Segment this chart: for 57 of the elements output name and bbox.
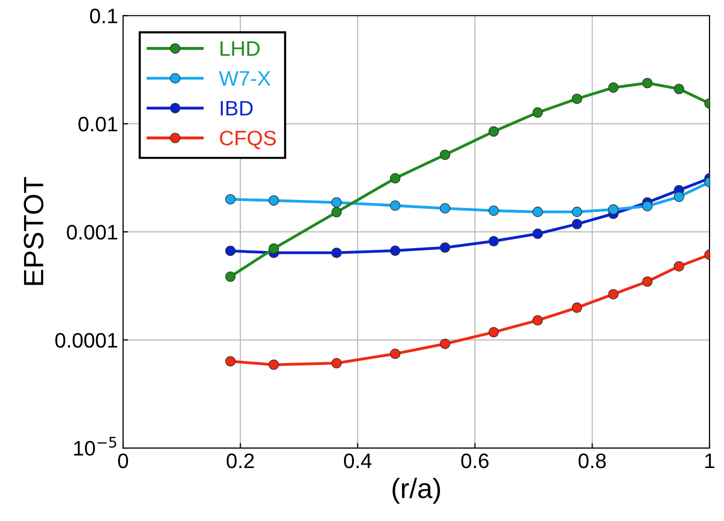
- point: [390, 173, 400, 184]
- legend-label: CFQS: [220, 130, 276, 150]
- point: [532, 107, 543, 118]
- point: [608, 204, 619, 215]
- x-tick-label: 0.4: [344, 453, 372, 468]
- point: [674, 192, 684, 202]
- point: [331, 206, 342, 218]
- point: [488, 126, 499, 137]
- point: [674, 84, 684, 94]
- point: [440, 242, 450, 253]
- y-tick-label: 0.001: [66, 224, 118, 240]
- point: [488, 205, 499, 216]
- point: [488, 236, 499, 246]
- x-tick-label: 0.8: [578, 453, 606, 468]
- point: [488, 326, 499, 338]
- point: [268, 360, 280, 370]
- point: [642, 200, 653, 212]
- point: [572, 94, 582, 104]
- legend-label: W7-X: [219, 71, 271, 86]
- x-axis-title: (r/a): [392, 478, 440, 504]
- x-tick-label: 0.2: [226, 453, 254, 468]
- point: [390, 348, 400, 359]
- x-tick-label: 0.6: [461, 453, 489, 468]
- y-tick-label: 0.0001: [55, 332, 118, 348]
- point: [572, 218, 582, 230]
- point: [608, 288, 619, 300]
- point: [268, 243, 280, 254]
- point: [331, 197, 342, 208]
- point: [440, 338, 450, 350]
- point: [225, 356, 236, 366]
- point: [642, 276, 653, 287]
- point: [390, 200, 400, 211]
- x-tick-label: 0: [118, 453, 128, 468]
- point: [532, 315, 543, 326]
- point: [331, 358, 342, 368]
- point: [642, 78, 653, 88]
- point: [572, 302, 582, 313]
- point: [532, 206, 543, 218]
- y-tick-label: 0.01: [78, 116, 118, 132]
- x-tick-label: 1: [705, 454, 714, 468]
- point: [225, 194, 236, 205]
- point: [225, 246, 236, 256]
- y-tick-label: 0.1: [90, 8, 118, 24]
- point: [608, 82, 619, 93]
- point: [390, 245, 400, 256]
- point: [331, 248, 342, 258]
- point: [440, 203, 450, 214]
- point: [440, 150, 450, 160]
- point: [225, 271, 236, 282]
- point: [572, 206, 582, 218]
- legend-label: LHD: [220, 41, 260, 56]
- point: [268, 195, 280, 206]
- point: [532, 228, 543, 239]
- y-axis-title: EPSTOT: [24, 177, 44, 285]
- y-tick-label: 10$^{−5}$: [74, 436, 116, 456]
- legend-label: IBD: [220, 101, 253, 116]
- point: [674, 261, 684, 272]
